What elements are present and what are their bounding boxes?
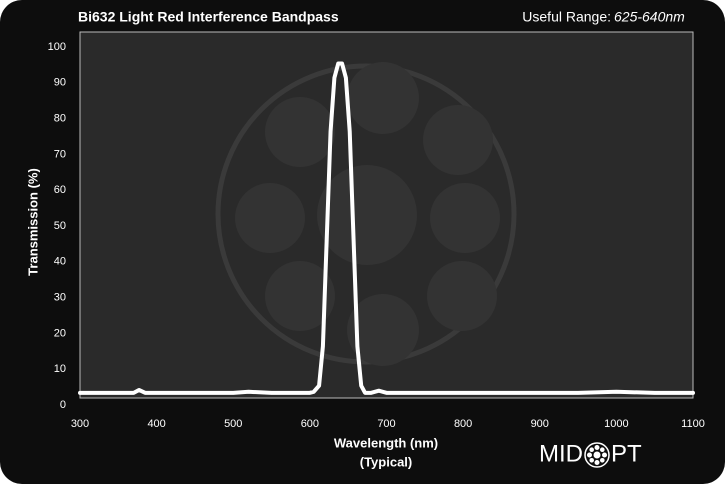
x-tick-label: 500 (224, 418, 242, 430)
y-tick-label: 0 (60, 399, 66, 411)
logo-text: MID (539, 440, 583, 467)
y-tick-label: 70 (54, 148, 66, 160)
logo-text: PT (611, 440, 642, 467)
chart-title: Bi632 Light Red Interference Bandpass (78, 9, 339, 25)
range-label: Useful Range: (522, 9, 611, 25)
logo-icon (585, 443, 609, 467)
x-tick-label: 700 (377, 418, 395, 430)
range-value: 625-640nm (614, 9, 685, 25)
y-axis-label: Transmission (%) (25, 168, 40, 276)
y-tick-label: 80 (54, 113, 66, 125)
x-axis-sublabel: (Typical) (360, 454, 413, 469)
y-tick-label: 90 (54, 77, 66, 89)
x-tick-label: 900 (531, 418, 549, 430)
x-tick-label: 600 (301, 418, 319, 430)
x-tick-label: 800 (454, 418, 472, 430)
chart: Bi632 Light Red Interference Bandpass Us… (0, 0, 725, 484)
x-tick-label: 400 (147, 418, 165, 430)
x-tick-label: 1000 (604, 418, 628, 430)
y-tick-label: 20 (54, 327, 66, 339)
x-axis-label: Wavelength (nm) (334, 435, 438, 450)
y-tick-label: 30 (54, 292, 66, 304)
x-tick-label: 1100 (681, 418, 705, 430)
y-tick-label: 50 (54, 220, 66, 232)
y-tick-label: 40 (54, 256, 66, 268)
y-tick-label: 60 (54, 184, 66, 196)
x-tick-label: 300 (71, 418, 89, 430)
y-tick-label: 100 (48, 41, 66, 53)
y-tick-label: 10 (54, 363, 66, 375)
